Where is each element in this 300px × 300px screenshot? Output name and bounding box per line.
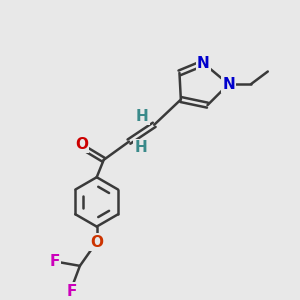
Text: H: H xyxy=(136,109,149,124)
Text: F: F xyxy=(50,254,60,269)
Text: F: F xyxy=(66,284,77,298)
Text: N: N xyxy=(222,76,235,92)
Text: H: H xyxy=(134,140,147,155)
Text: O: O xyxy=(75,137,88,152)
Text: N: N xyxy=(197,56,210,70)
Text: O: O xyxy=(90,235,103,250)
